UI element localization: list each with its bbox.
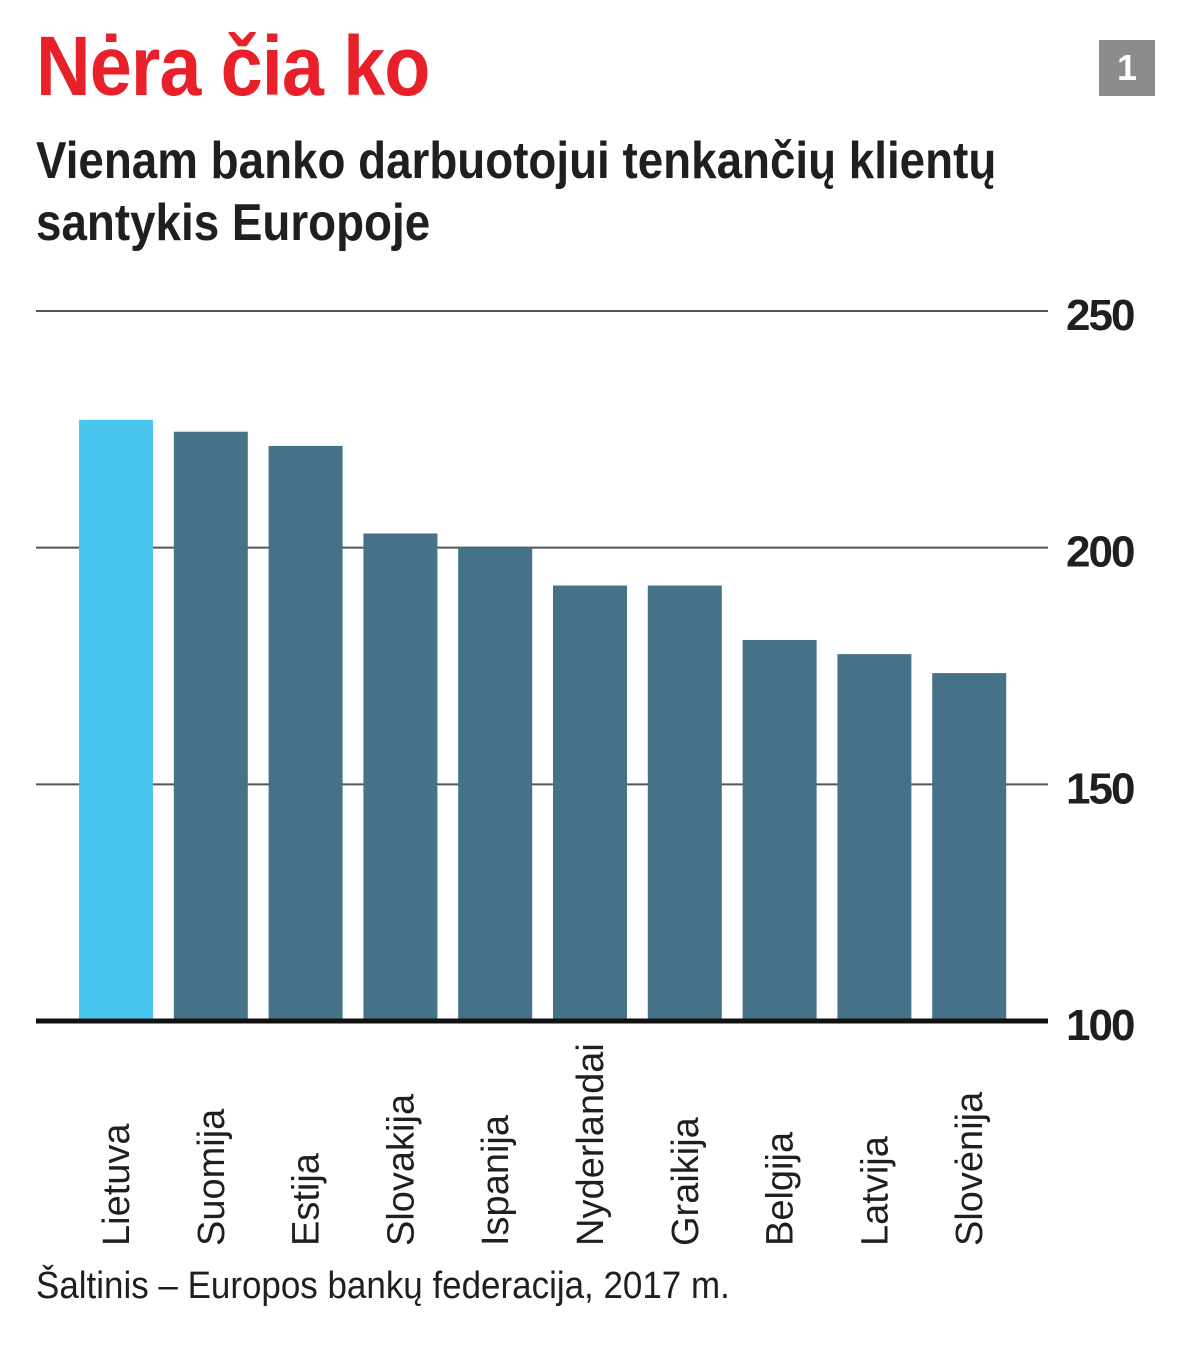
y-tick-label-250: 250 xyxy=(1066,291,1134,340)
y-tick-label-200: 200 xyxy=(1066,528,1134,577)
x-category-labels: Lietuva Suomija Estija Slovakija Ispanija Nyd… xyxy=(96,1043,991,1246)
bar-suomija xyxy=(173,431,248,1021)
bar-graikija xyxy=(647,585,722,1021)
chart-headline: Nėra čia ko xyxy=(36,19,430,113)
x-label-lietuva: Lietuva xyxy=(96,1123,138,1246)
x-label-estija: Estija xyxy=(286,1152,328,1246)
bar-latvija xyxy=(837,654,912,1021)
bar-ispanija xyxy=(458,547,533,1021)
x-label-belgija: Belgija xyxy=(760,1131,802,1246)
y-tick-label-100: 100 xyxy=(1066,1001,1134,1050)
bars-layer xyxy=(79,419,1007,1021)
x-label-graikija: Graikija xyxy=(665,1116,707,1246)
bar-estija xyxy=(268,445,343,1021)
bar-belgija xyxy=(742,639,817,1021)
bar-slovėnija xyxy=(932,673,1007,1021)
bar-nyderlandai xyxy=(553,585,627,1021)
bar-slovakija xyxy=(363,533,438,1021)
x-label-ispanija: Ispanija xyxy=(475,1114,517,1246)
y-tick-labels: 100 150 200 250 xyxy=(1066,291,1136,1050)
x-label-suomija: Suomija xyxy=(191,1108,233,1246)
bar-lietuva xyxy=(79,419,153,1021)
source-note: Šaltinis – Europos bankų federacija, 201… xyxy=(36,1265,730,1307)
x-label-slovėnija: Slovėnija xyxy=(949,1091,991,1246)
x-label-latvija: Latvija xyxy=(854,1135,896,1246)
y-tick-label-150: 150 xyxy=(1066,764,1134,813)
chart-subtitle: Vienam banko darbuotojui tenkančių klien… xyxy=(36,132,997,252)
x-label-nyderlandai: Nyderlandai xyxy=(570,1043,612,1246)
figure-number-badge: 1 xyxy=(1099,40,1155,96)
x-label-slovakija: Slovakija xyxy=(380,1093,422,1246)
